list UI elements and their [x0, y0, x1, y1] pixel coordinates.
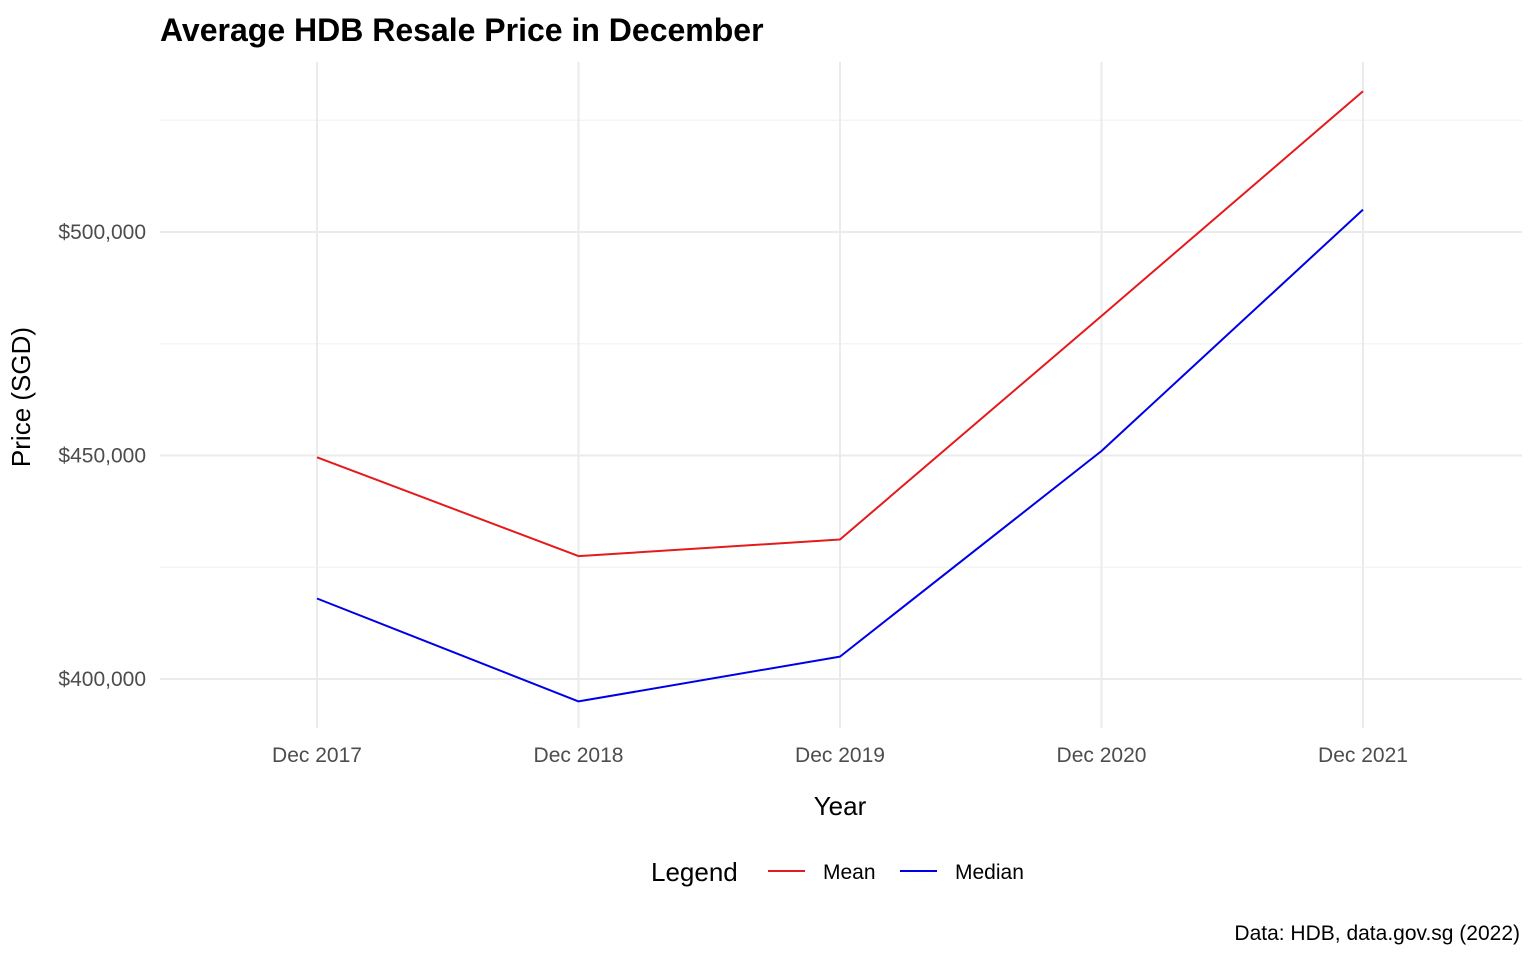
chart-title: Average HDB Resale Price in December [160, 12, 764, 48]
y-axis-title: Price (SGD) [6, 327, 36, 467]
y-axis-ticks: $400,000 $450,000 $500,000 [58, 221, 146, 691]
y-tick-label: $400,000 [58, 668, 146, 691]
legend-label-median: Median [955, 861, 1024, 884]
series-lines [316, 90, 1364, 703]
grid [160, 62, 1522, 728]
legend-title: Legend [651, 857, 738, 887]
x-axis-ticks: Dec 2017 Dec 2018 Dec 2019 Dec 2020 Dec 2021 [272, 744, 1408, 767]
legend-label-mean: Mean [823, 861, 876, 884]
x-tick-label: Dec 2018 [534, 744, 624, 767]
x-tick-label: Dec 2020 [1057, 744, 1147, 767]
x-tick-label: Dec 2021 [1318, 744, 1408, 767]
x-tick-label: Dec 2019 [795, 744, 885, 767]
series-line-median [316, 208, 1364, 703]
x-axis-title: Year [814, 791, 867, 821]
x-tick-label: Dec 2017 [272, 744, 362, 767]
caption: Data: HDB, data.gov.sg (2022) [1234, 922, 1520, 945]
series-line-mean [316, 90, 1364, 558]
legend: Legend Mean Median [651, 857, 1024, 887]
y-tick-label: $450,000 [58, 445, 146, 468]
y-tick-label: $500,000 [58, 221, 146, 244]
